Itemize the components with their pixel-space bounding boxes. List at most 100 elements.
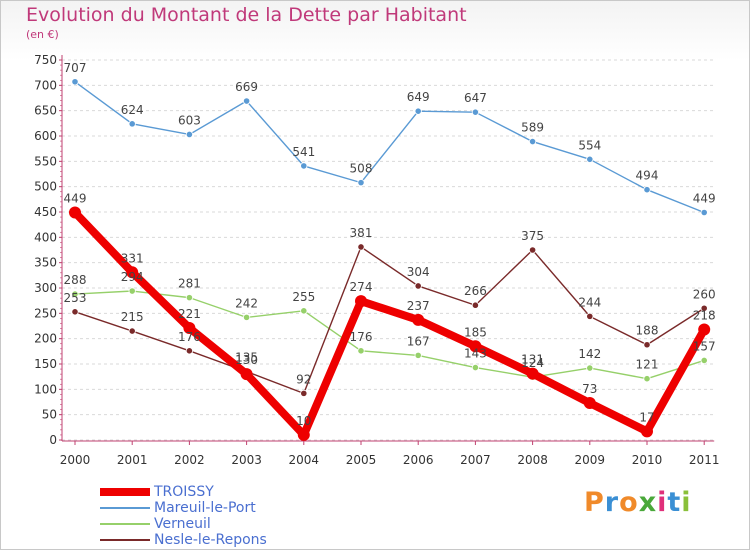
data-label-verneuil: 121 — [636, 358, 659, 372]
data-label-nesle-le-repons: 253 — [64, 291, 87, 305]
y-tick-label: 700 — [34, 78, 57, 92]
logo-letter: o — [619, 487, 639, 518]
data-point-troissy — [355, 295, 367, 308]
data-label-troissy: 73 — [582, 382, 597, 396]
data-point-mareuil-le-port — [414, 107, 422, 115]
logo-letter: r — [604, 487, 620, 518]
y-tick-label: 600 — [34, 129, 57, 143]
data-point-nesle-le-repons — [185, 347, 193, 355]
chart-title: Evolution du Montant de la Dette par Hab… — [26, 4, 467, 26]
data-point-nesle-le-repons — [528, 246, 537, 254]
data-label-verneuil: 176 — [350, 330, 373, 344]
y-tick-label: 750 — [34, 53, 57, 67]
data-point-nesle-le-repons — [300, 389, 308, 397]
y-tick-label: 450 — [34, 205, 57, 219]
y-tick-label: 300 — [34, 281, 57, 295]
data-point-verneuil — [700, 356, 708, 365]
data-label-nesle-le-repons: 266 — [464, 284, 487, 298]
legend-item-mareuil: Mareuil-le-Port — [100, 500, 340, 516]
y-tick-label: 0 — [49, 433, 57, 447]
data-label-verneuil: 281 — [178, 277, 201, 291]
x-tick-label: 2008 — [517, 453, 548, 467]
data-point-nesle-le-repons — [128, 327, 136, 335]
data-point-troissy — [583, 397, 596, 410]
data-point-nesle-le-repons — [71, 308, 79, 316]
data-label-mareuil-le-port: 541 — [292, 145, 315, 159]
data-point-mareuil-le-port — [185, 130, 193, 139]
series-line-nesle-le-repons — [74, 246, 705, 395]
data-label-troissy: 331 — [121, 251, 144, 265]
legend-label-mareuil: Mareuil-le-Port — [154, 500, 256, 516]
legend-item-troissy: TROISSY — [100, 484, 340, 500]
data-label-mareuil-le-port: 647 — [464, 91, 487, 105]
data-point-troissy — [240, 368, 253, 381]
data-point-verneuil — [128, 287, 136, 295]
data-label-nesle-le-repons: 260 — [693, 287, 716, 301]
data-label-troissy: 274 — [350, 280, 373, 294]
logo-letter: i — [657, 487, 668, 518]
data-point-verneuil — [71, 290, 79, 298]
data-label-verneuil: 288 — [64, 273, 87, 287]
y-tick-label: 400 — [34, 230, 57, 244]
data-label-troissy: 131 — [521, 353, 544, 367]
data-point-nesle-le-repons — [586, 312, 594, 320]
data-point-mareuil-le-port — [586, 155, 594, 163]
data-label-verneuil: 124 — [521, 356, 544, 370]
legend-swatch-mareuil — [100, 507, 150, 509]
data-label-verneuil: 294 — [121, 270, 144, 284]
data-point-nesle-le-repons — [471, 301, 479, 309]
data-point-troissy — [641, 425, 653, 438]
data-point-troissy — [297, 428, 310, 441]
data-label-mareuil-le-port: 554 — [578, 138, 601, 152]
data-point-mareuil-le-port — [300, 162, 308, 170]
data-label-mareuil-le-port: 603 — [178, 113, 201, 127]
data-point-verneuil — [414, 351, 422, 359]
data-point-mareuil-le-port — [643, 186, 651, 194]
data-label-nesle-le-repons: 375 — [521, 229, 544, 243]
data-point-verneuil — [185, 294, 193, 302]
data-label-mareuil-le-port: 707 — [64, 61, 87, 75]
x-tick-label: 2001 — [117, 453, 148, 467]
data-point-verneuil — [471, 363, 479, 372]
data-labels: 707 624 603 669 541 508 649 647 589 554 494 449 288 2… — [64, 61, 716, 428]
logo-letter: t — [667, 487, 682, 518]
data-point-mareuil-le-port — [700, 208, 708, 217]
data-label-nesle-le-repons: 176 — [178, 330, 201, 344]
data-label-nesle-le-repons: 92 — [296, 372, 311, 386]
legend-label-nesle: Nesle-le-Repons — [154, 532, 267, 548]
y-tick-label: 650 — [34, 104, 57, 118]
y-tick-label: 50 — [42, 408, 57, 422]
x-tick-label: 2011 — [689, 453, 720, 467]
x-tick-label: 2006 — [403, 453, 434, 467]
data-label-nesle-le-repons: 244 — [578, 295, 601, 309]
data-point-mareuil-le-port — [71, 78, 79, 86]
data-label-mareuil-le-port: 449 — [693, 192, 716, 206]
y-tick-label: 100 — [34, 382, 57, 396]
legend-swatch-verneuil — [100, 523, 150, 525]
x-tick-label: 2005 — [346, 453, 377, 467]
data-label-troissy: 185 — [464, 325, 487, 339]
data-label-troissy: 17 — [639, 410, 654, 424]
data-label-nesle-le-repons: 304 — [407, 265, 430, 279]
legend-swatch-troissy — [100, 488, 150, 496]
y-tick-label: 200 — [34, 332, 57, 346]
data-label-mareuil-le-port: 589 — [521, 121, 544, 135]
data-point-troissy — [126, 266, 139, 279]
legend-label-troissy: TROISSY — [154, 484, 214, 500]
data-label-verneuil: 157 — [693, 339, 716, 353]
data-label-mareuil-le-port: 508 — [350, 162, 373, 176]
y-tick-label: 350 — [34, 256, 57, 270]
data-label-nesle-le-repons: 381 — [350, 226, 373, 240]
data-point-verneuil — [357, 347, 365, 355]
legend: TROISSY Mareuil-le-Port Verneuil Nesle-l… — [100, 484, 340, 548]
data-label-troissy: 221 — [178, 307, 201, 321]
data-point-troissy — [698, 323, 711, 336]
data-point-mareuil-le-port — [357, 179, 365, 187]
data-label-mareuil-le-port: 494 — [636, 169, 659, 183]
legend-item-nesle: Nesle-le-Repons — [100, 532, 340, 548]
data-point-verneuil — [243, 313, 251, 321]
y-tick-label: 550 — [34, 154, 57, 168]
data-label-mareuil-le-port: 624 — [121, 103, 144, 117]
data-point-nesle-le-repons — [357, 243, 365, 251]
